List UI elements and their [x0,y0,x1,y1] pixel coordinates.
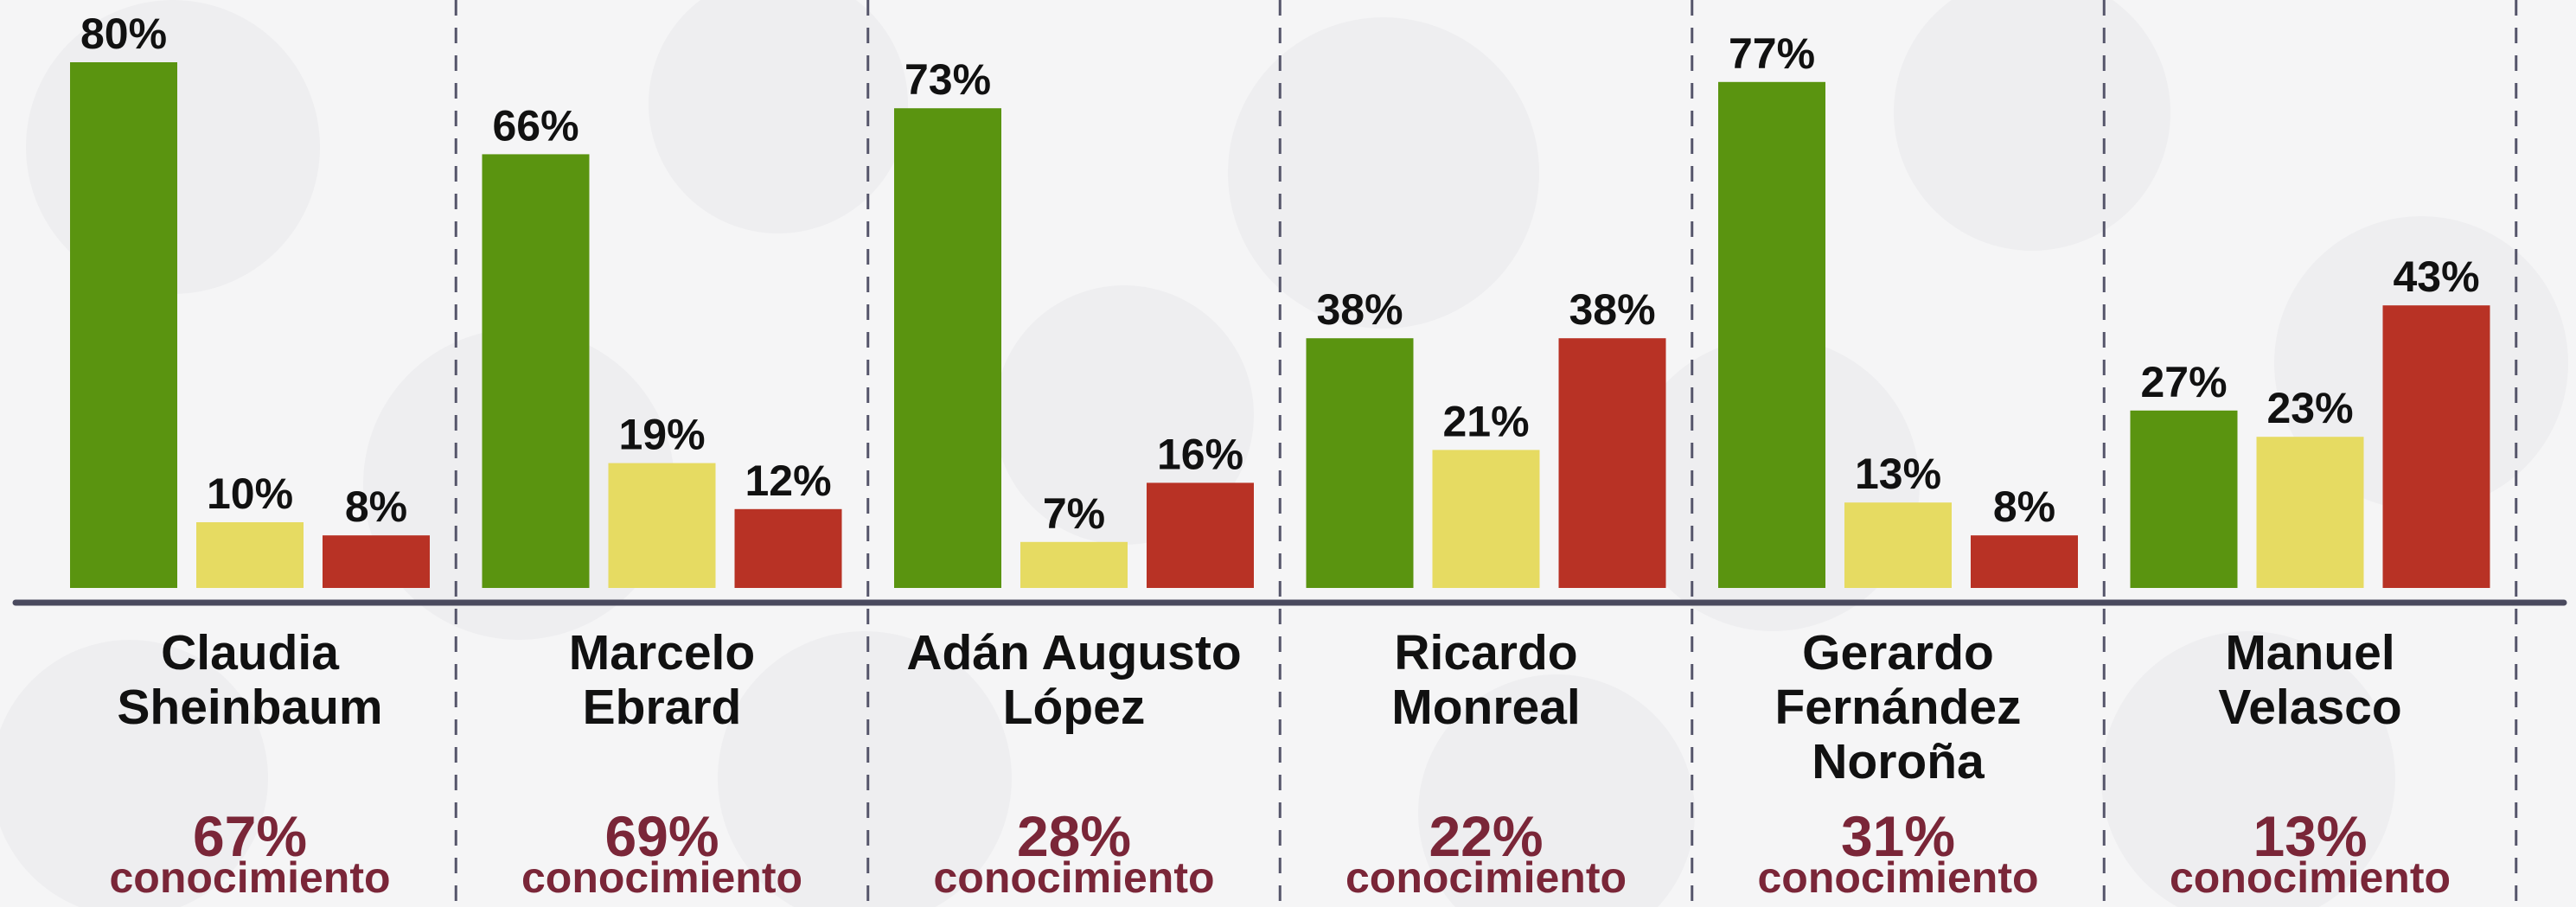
value-label: 8% [1993,482,2055,531]
value-label: 43% [2393,252,2479,301]
awareness-label: conocimiento [933,853,1214,902]
awareness-label: conocimiento [1346,853,1627,902]
value-label: 77% [1729,29,1815,78]
bar [1971,535,2078,588]
bar [894,108,1001,588]
awareness-value: 31% [1841,804,1955,868]
category-label: Manuel [2225,625,2394,680]
awareness-value: 22% [1429,804,1543,868]
category-label: Velasco [2218,680,2401,735]
value-label: 73% [904,55,991,104]
category-label: Fernández [1774,680,2021,735]
category-label: Adán Augusto [906,625,1241,680]
awareness-value: 13% [2253,804,2367,868]
value-label: 80% [80,10,167,58]
category-label: Ricardo [1394,625,1577,680]
bar [2382,305,2490,588]
bar [1306,338,1414,588]
value-label: 38% [1316,285,1403,334]
value-label: 66% [492,101,578,150]
awareness-label: conocimiento [2170,853,2451,902]
bar [1020,541,1128,588]
bar [1718,81,1825,589]
awareness-label: conocimiento [521,853,802,902]
bar [70,62,177,588]
value-label: 13% [1855,450,1941,498]
value-label: 7% [1043,489,1105,538]
category-label: Claudia [161,625,340,680]
value-label: 12% [745,457,831,505]
value-label: 10% [207,469,293,518]
bar [2256,437,2364,588]
bar [608,463,716,588]
category-label: Sheinbaum [117,680,382,735]
bar [1844,502,1952,588]
category-label: Noroña [1812,734,1985,789]
bar [1432,450,1540,588]
value-label: 27% [2140,358,2227,406]
bar [1147,482,1254,588]
bar [482,154,590,588]
value-label: 8% [345,482,407,531]
awareness-label: conocimiento [1757,853,2038,902]
bar [734,508,842,588]
value-label: 21% [1442,397,1529,445]
value-label: 19% [618,411,705,459]
awareness-value: 69% [604,804,719,868]
bar [323,535,430,588]
bar [1558,338,1666,588]
awareness-value: 67% [193,804,307,868]
value-label: 38% [1569,285,1655,334]
awareness-label: conocimiento [109,853,390,902]
category-label: López [1003,680,1146,735]
awareness-value: 28% [1017,804,1131,868]
value-label: 23% [2266,384,2353,432]
category-label: Ebrard [583,680,742,735]
category-label: Gerardo [1802,625,1994,680]
bar [2130,410,2238,588]
category-label: Marcelo [569,625,755,680]
category-label: Monreal [1391,680,1581,735]
value-label: 16% [1157,430,1243,478]
bar [196,522,304,588]
